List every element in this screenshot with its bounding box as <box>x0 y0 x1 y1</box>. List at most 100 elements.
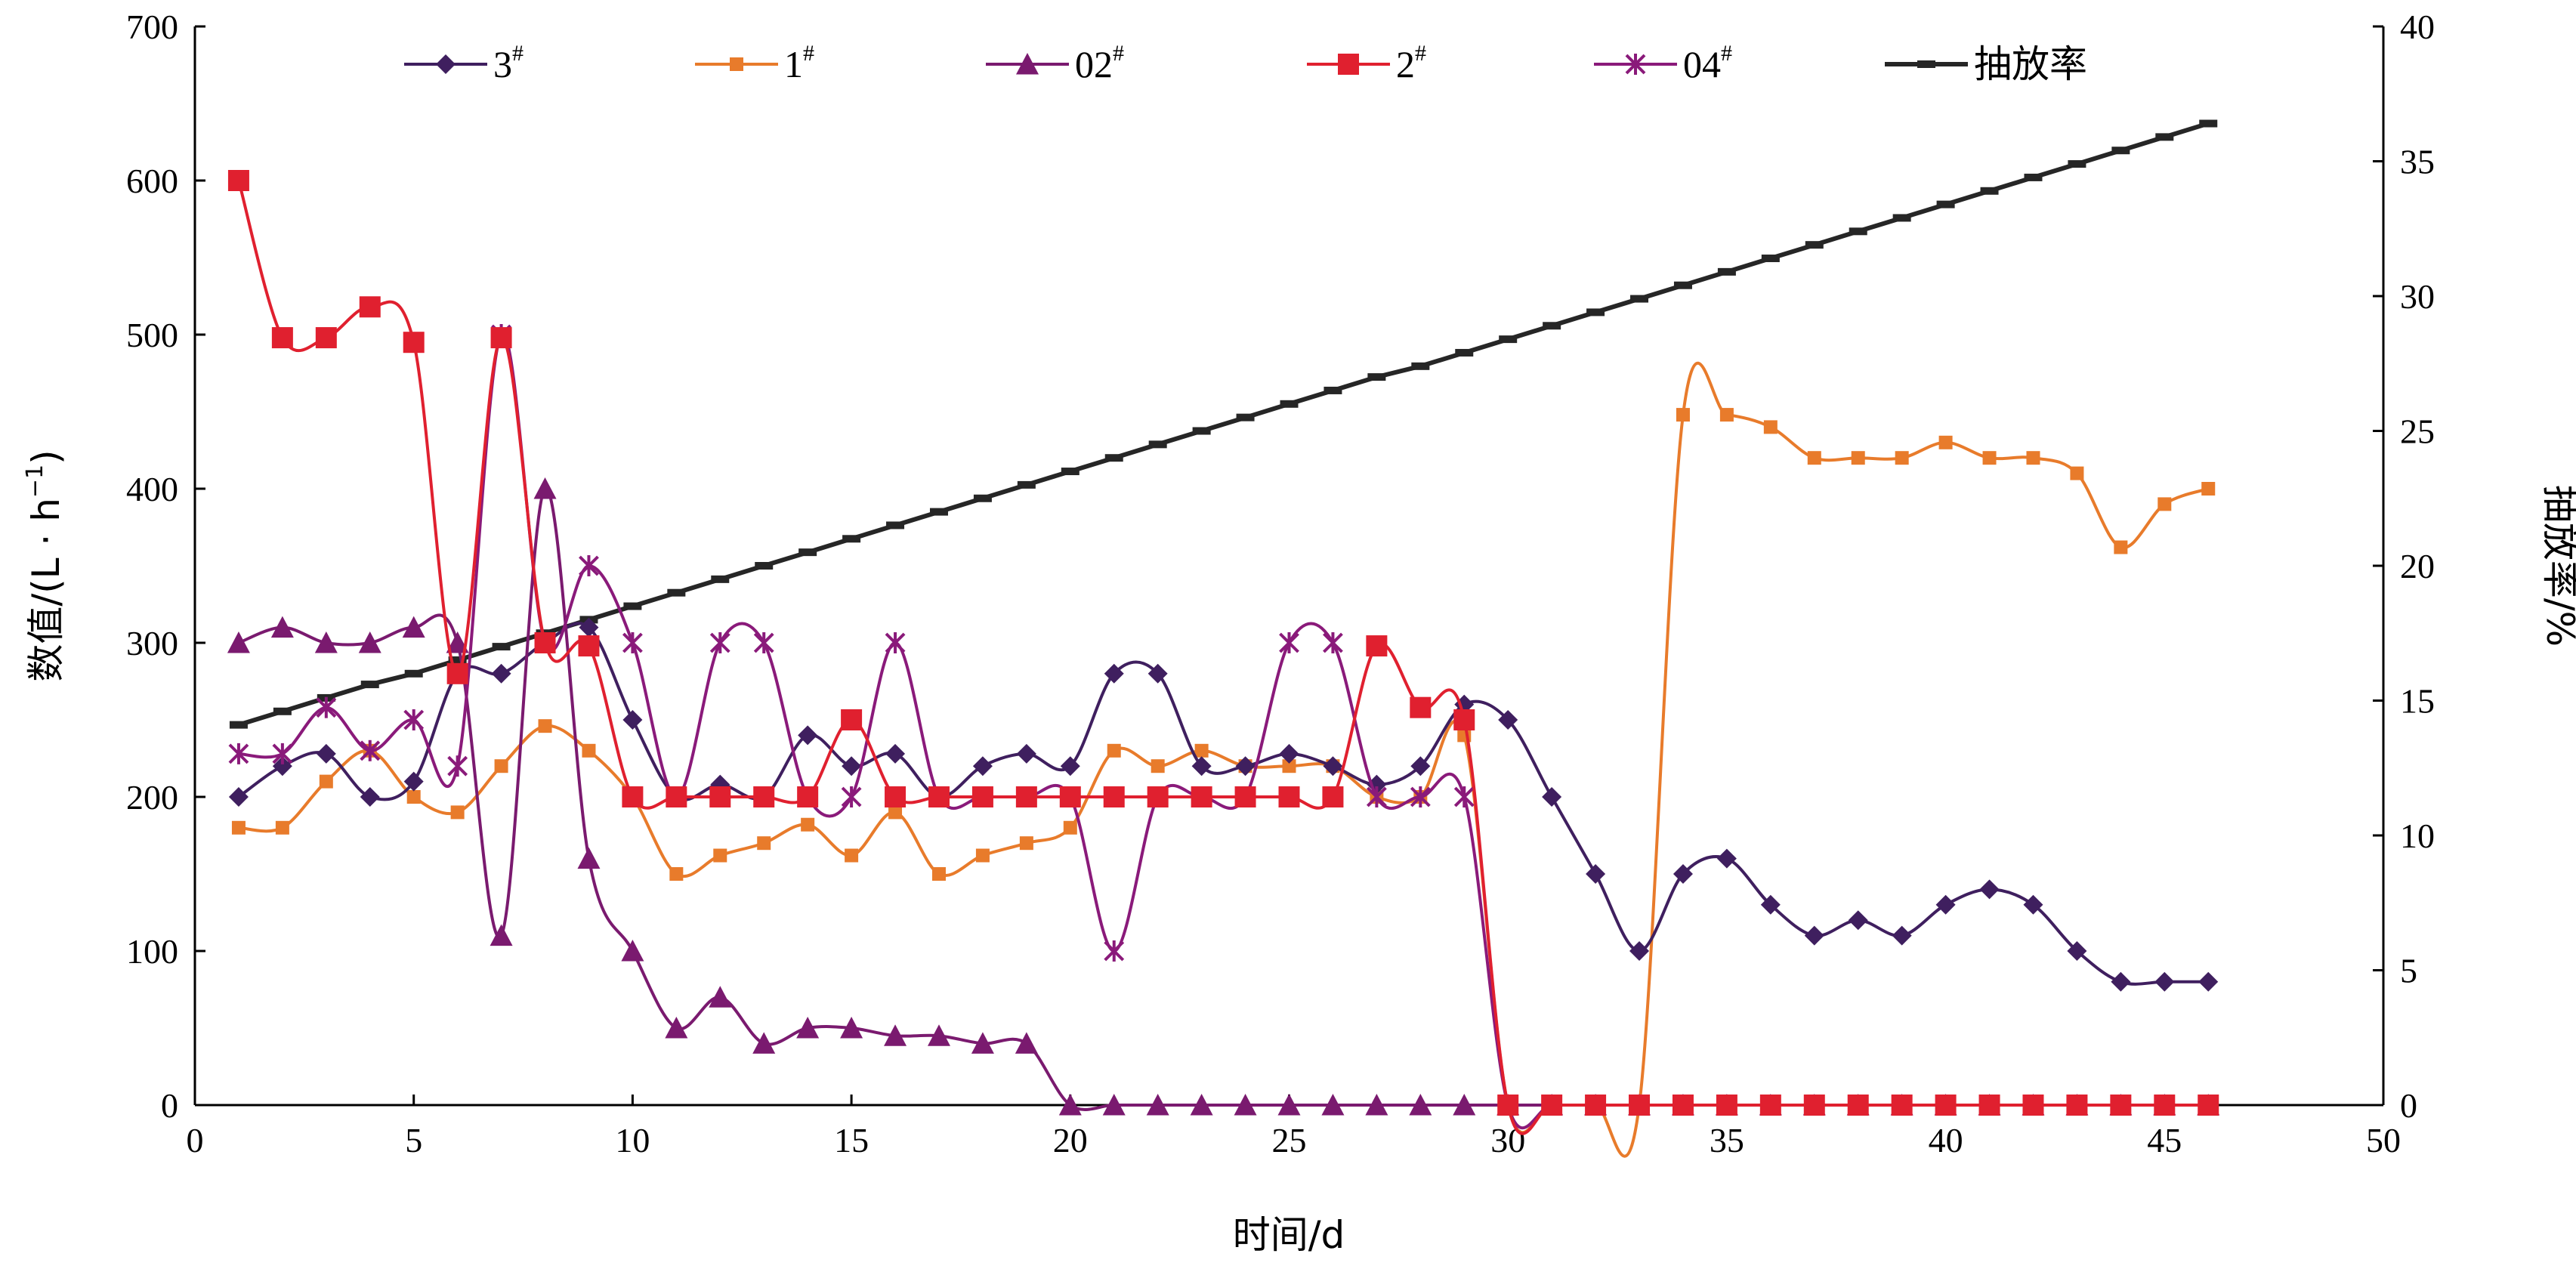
series-1 <box>228 617 2219 992</box>
data-point <box>1323 756 1343 777</box>
data-point <box>1980 187 1999 195</box>
data-point <box>403 771 424 792</box>
data-point <box>798 548 817 557</box>
data-point <box>227 631 250 653</box>
y-right-tick-label: 25 <box>2400 412 2435 451</box>
data-point <box>1760 894 1781 915</box>
data-point <box>1543 322 1561 330</box>
data-point <box>2026 451 2040 465</box>
data-point <box>713 848 727 863</box>
data-point <box>623 602 642 610</box>
data-point <box>1978 1095 2000 1116</box>
y-left-tick-label: 100 <box>126 932 178 971</box>
data-point <box>801 817 815 832</box>
data-point <box>709 632 730 653</box>
y-left-tick-label: 0 <box>161 1086 178 1125</box>
data-point <box>971 1032 994 1054</box>
data-point <box>533 477 557 499</box>
data-point <box>1282 759 1296 773</box>
data-point <box>1280 400 1299 408</box>
y-right-tick-label: 20 <box>2400 547 2435 585</box>
data-point <box>709 786 731 807</box>
data-point <box>1107 743 1121 758</box>
data-point <box>1367 373 1386 381</box>
series-line <box>236 180 2209 1135</box>
data-point <box>1585 1095 1607 1116</box>
data-point <box>2198 971 2219 992</box>
legend-label-text: 02 <box>1075 43 1113 85</box>
data-point <box>2155 133 2174 141</box>
data-point <box>1410 786 1431 807</box>
legend-item: 04# <box>1594 41 1732 85</box>
y-left-tick-label: 400 <box>126 470 178 508</box>
data-point <box>1935 1095 1957 1116</box>
data-point <box>228 787 249 807</box>
legend-label: 02# <box>1075 41 1124 85</box>
legend-label-text: 04 <box>1683 43 1721 85</box>
data-point <box>1147 786 1169 807</box>
data-point <box>2201 482 2216 496</box>
data-point <box>1191 756 1212 777</box>
data-point <box>885 743 906 764</box>
legend-label: 2# <box>1396 41 1426 85</box>
data-point <box>1673 281 1692 289</box>
data-point <box>402 616 425 638</box>
legend-label-text: 3 <box>493 43 512 85</box>
data-point <box>1586 308 1605 316</box>
data-point <box>227 170 249 191</box>
data-point <box>1366 635 1388 657</box>
data-point <box>403 709 425 730</box>
data-point <box>1234 786 1256 807</box>
data-point <box>448 656 467 664</box>
data-point <box>2154 971 2175 992</box>
x-tick-label: 45 <box>2147 1121 2182 1159</box>
x-tick-label: 35 <box>1710 1121 1744 1159</box>
data-point <box>492 643 511 651</box>
legend-label-text: 1 <box>784 43 803 85</box>
data-point <box>578 635 600 657</box>
legend: 3# 1# 02# 2# 04# 抽放率 <box>404 41 2087 86</box>
legend-marker <box>436 54 456 74</box>
data-point <box>1717 267 1736 276</box>
y-right-tick-label: 30 <box>2400 277 2435 316</box>
legend-label-sup: # <box>1721 41 1732 66</box>
data-point <box>1321 1094 1345 1116</box>
data-point <box>1103 786 1125 807</box>
series-line <box>238 121 2210 727</box>
data-point <box>1015 786 1037 807</box>
data-point <box>273 707 292 715</box>
data-point <box>447 755 468 777</box>
legend-label-sup: # <box>1415 41 1426 66</box>
y-left-title-sup: −1 <box>22 465 48 498</box>
y-left-tick-label: 600 <box>126 162 178 200</box>
data-point <box>2070 466 2084 480</box>
data-point <box>2154 1095 2176 1116</box>
data-point <box>1453 786 1475 807</box>
data-point <box>2114 540 2128 554</box>
data-point <box>755 562 774 570</box>
data-point <box>973 494 992 502</box>
data-point <box>1542 787 1562 807</box>
legend-label: 3# <box>493 41 524 85</box>
data-point <box>1235 756 1256 777</box>
legend-item: 2# <box>1307 41 1426 85</box>
data-point <box>669 867 684 881</box>
data-point <box>360 787 380 807</box>
legend-marker <box>730 57 743 71</box>
y-right-tick-label: 35 <box>2400 143 2435 181</box>
data-point <box>316 743 336 764</box>
data-point <box>1629 1095 1651 1116</box>
data-point <box>1411 362 1430 370</box>
x-tick-label: 25 <box>1272 1121 1307 1159</box>
data-point <box>885 632 906 653</box>
data-point <box>2022 1095 2044 1116</box>
data-point <box>2111 147 2130 155</box>
data-point <box>929 508 948 516</box>
data-point <box>2023 894 2043 915</box>
data-point <box>841 786 862 807</box>
data-point <box>316 696 337 718</box>
data-point <box>404 669 423 678</box>
data-point <box>1892 214 1911 222</box>
legend-label-sup: # <box>803 41 814 66</box>
data-point <box>1059 786 1081 807</box>
